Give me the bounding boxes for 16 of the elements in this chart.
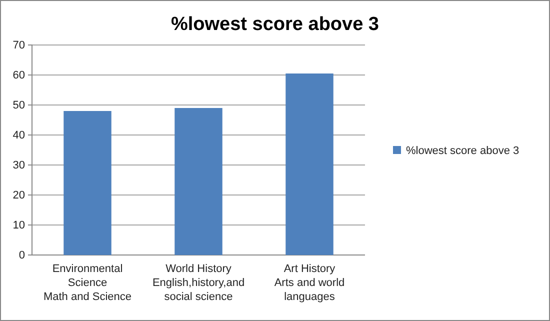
y-tick-label: 10 — [12, 220, 25, 232]
y-tick-label: 50 — [12, 100, 25, 112]
y-tick-label: 0 — [18, 250, 25, 262]
bar — [174, 108, 222, 255]
y-tick-label: 30 — [12, 160, 25, 172]
y-tick-label: 60 — [12, 70, 25, 82]
legend-label: %lowest score above 3 — [406, 145, 520, 157]
x-tick-label: World History English,history,and social science — [152, 263, 245, 303]
y-tick-label: 40 — [12, 130, 25, 142]
bar — [64, 111, 112, 255]
chart-title: %lowest score above 3 — [170, 14, 380, 35]
y-tick-label: 70 — [12, 40, 25, 52]
bar — [286, 74, 334, 255]
x-tick-label: Environmental Science Math and Science — [43, 263, 132, 303]
x-tick-label: Art History Arts and world languages — [274, 263, 345, 303]
y-tick-label: 20 — [12, 190, 25, 202]
